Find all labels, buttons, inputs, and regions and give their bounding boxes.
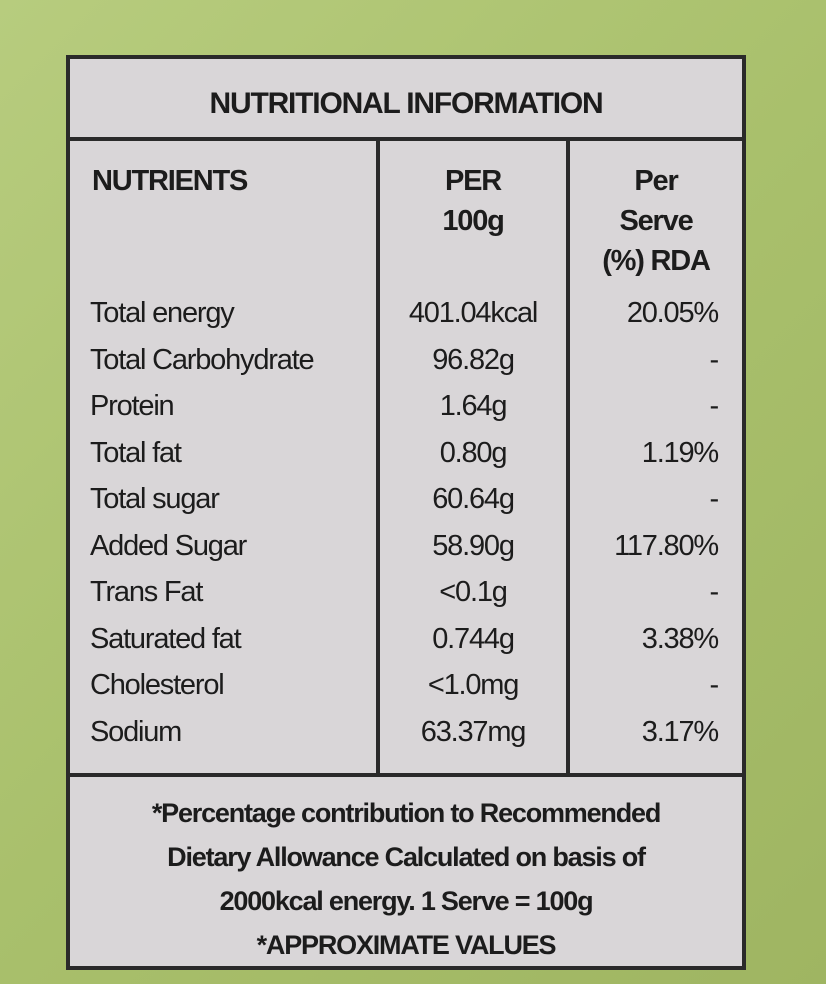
footnote-line: Dietary Allowance Calculated on basis of [167,842,646,872]
nutrient-name: Protein [90,390,175,422]
rda-value: - [709,483,720,515]
rda-value: 20.05% [626,297,719,329]
nutrition-label: NUTRITIONAL INFORMATION *Percentage cont… [66,55,746,970]
footnote-line: 2000kcal energy. 1 Serve = 100g [219,886,594,916]
rda-value: - [709,576,720,608]
per-100g-value: 0.80g [439,436,508,469]
column-header: (%) RDA [602,245,711,277]
per-100g-value: <1.0mg [427,669,520,701]
rda-value: 1.19% [641,436,719,469]
nutrient-name: Added Sugar [90,529,247,562]
per-100g-value: <0.1g [439,576,508,608]
nutrient-name: Sodium [90,715,182,748]
divider [376,137,380,775]
divider [70,773,742,777]
per-100g-value: 96.82g [432,343,515,376]
per-100g-value: 0.744g [432,622,515,655]
nutrient-name: Total Carbohydrate [90,343,315,376]
rda-value: 3.38% [641,622,719,655]
rda-value: 117.80% [614,529,719,562]
footnote-line: *APPROXIMATE VALUES [256,930,557,960]
rda-value: - [709,669,720,701]
divider [566,137,570,775]
nutrient-name: Trans Fat [90,576,203,608]
column-header: NUTRIENTS [92,165,248,197]
nutrient-name: Saturated fat [90,622,242,655]
rda-value: - [709,343,720,376]
per-100g-value: 1.64g [439,390,508,422]
divider [70,137,742,141]
per-100g-value: 58.90g [432,529,515,562]
column-header: Per [634,165,678,197]
nutrient-name: Cholesterol [90,669,225,701]
per-100g-value: 63.37mg [420,715,527,748]
per-100g-value: 60.64g [432,483,515,515]
label-title: NUTRITIONAL INFORMATION [209,87,604,120]
footnote: *Percentage contribution to Recommended D… [70,791,742,967]
nutrient-name: Total sugar [90,483,220,515]
nutrient-name: Total energy [90,297,235,329]
rda-value: 3.17% [641,715,719,748]
per-100g-value: 401.04kcal [408,297,538,329]
footnote-line: *Percentage contribution to Recommended [151,798,661,828]
column-header: Serve [619,205,693,237]
rda-value: - [709,390,720,422]
nutrient-name: Total fat [90,436,182,469]
column-header: 100g [442,205,505,237]
column-header: PER [444,165,502,197]
